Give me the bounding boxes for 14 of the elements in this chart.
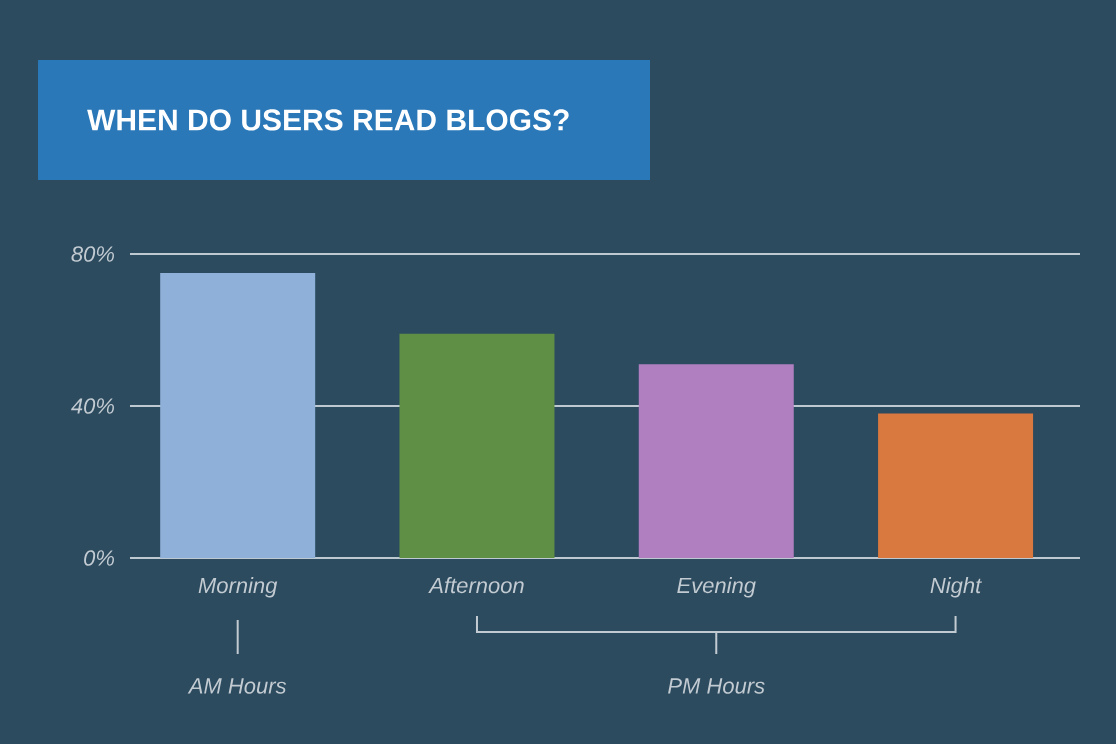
x-tick-label: Evening <box>677 577 756 598</box>
y-tick-label: 40% <box>71 398 114 414</box>
bar <box>638 364 794 558</box>
text: AM Hours <box>187 678 287 694</box>
bar <box>160 273 316 558</box>
y-tick-label: 0% <box>84 550 114 566</box>
x-tick-label: Afternoon <box>428 577 524 594</box>
bar <box>399 333 555 558</box>
text: PM Hours <box>668 678 765 694</box>
bar <box>878 413 1034 558</box>
chart-title: WHEN DO USERS READ BLOGS? <box>87 109 569 131</box>
y-tick-label: 80% <box>71 246 114 262</box>
x-tick-label: Night <box>930 577 982 598</box>
x-tick-label: Morning <box>198 577 278 598</box>
